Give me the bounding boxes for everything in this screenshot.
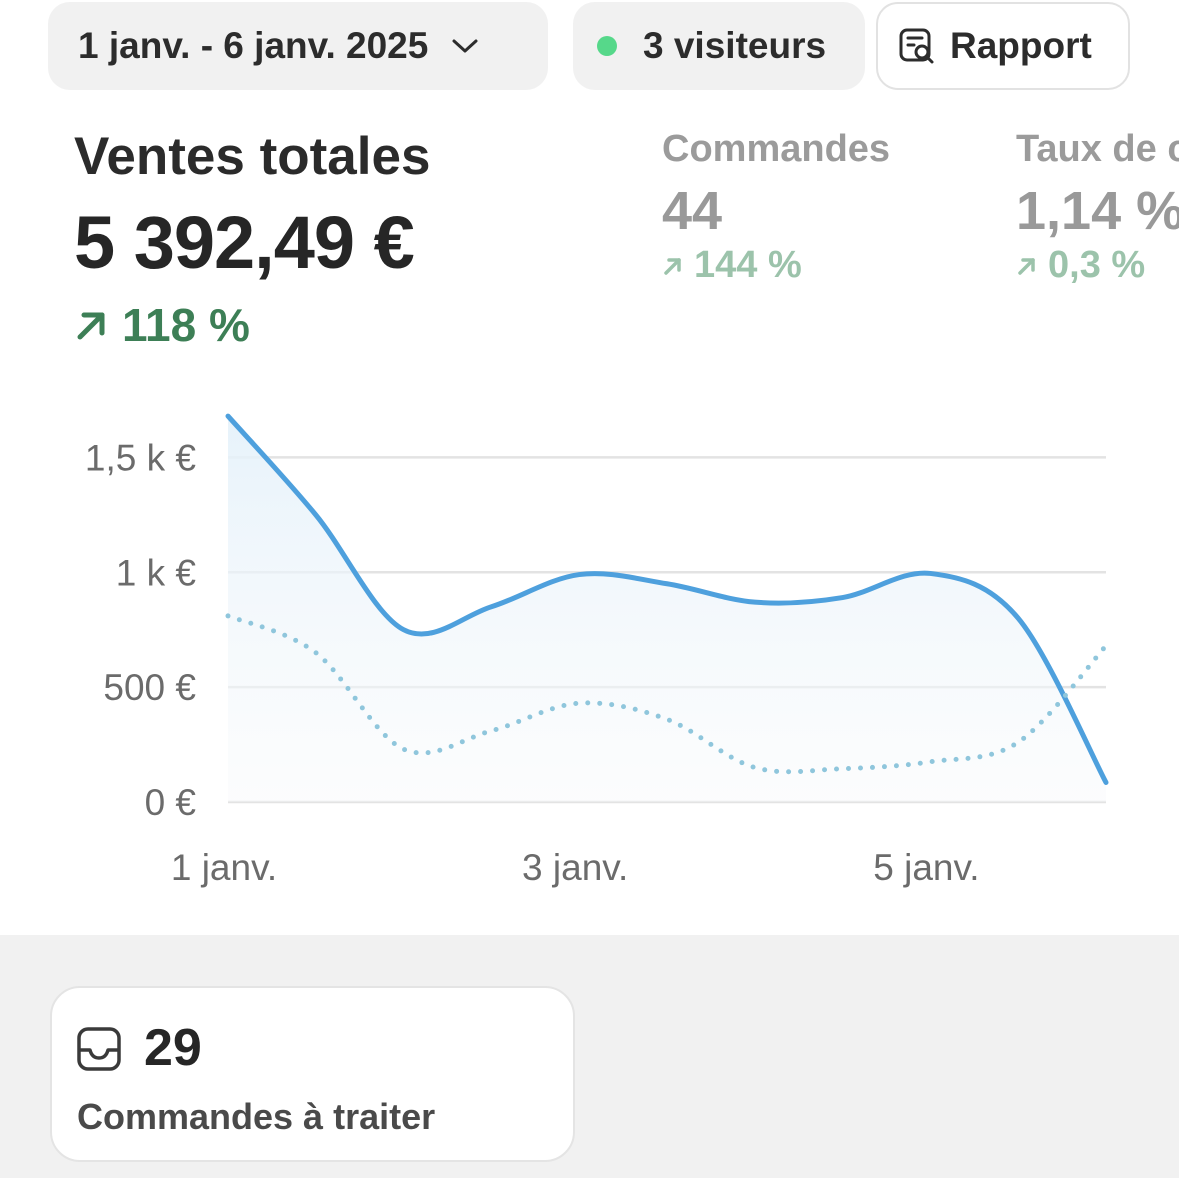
orders-metric-change-value: 144 %	[694, 244, 802, 286]
total-sales-change-value: 118 %	[122, 299, 250, 351]
x-tick-label: 3 janv.	[522, 847, 628, 888]
y-tick-label: 1,5 k €	[85, 437, 196, 478]
live-visitors-badge[interactable]: 3 visiteurs	[573, 2, 865, 90]
visitors-label: 3 visiteurs	[643, 25, 827, 66]
total-sales-value: 5 392,49 €	[74, 201, 415, 284]
arrow-up-right-icon	[1018, 257, 1035, 275]
previous-period-line	[225, 613, 1109, 775]
orders-to-process-card[interactable]: 29 Commandes à traiter	[50, 986, 575, 1162]
report-label: Rapport	[950, 25, 1092, 66]
x-tick-label: 1 janv.	[171, 847, 277, 888]
date-range-label: 1 janv. - 6 janv. 2025	[78, 25, 429, 66]
conversion-metric-label[interactable]: Taux de c	[1016, 128, 1179, 170]
conversion-metric-change-value: 0,3 %	[1048, 244, 1146, 286]
arrow-up-right-icon	[77, 312, 105, 340]
report-button[interactable]: Rapport	[876, 2, 1130, 90]
conversion-metric-change: 0,3 %	[1016, 244, 1145, 287]
orders-to-process-label: Commandes à traiter	[77, 1096, 436, 1137]
orders-to-process-count: 29	[144, 1019, 202, 1077]
sales-line-chart: 0 € 500 € 1 k € 1,5 k € 1 janv. 3 janv. 5 janv…	[85, 413, 1109, 888]
orders-metric-value: 44	[662, 181, 723, 241]
chevron-down-icon	[452, 39, 478, 53]
x-tick-label: 5 janv.	[873, 847, 979, 888]
y-tick-label: 500 €	[103, 667, 196, 708]
current-period-area	[228, 416, 1106, 802]
current-period-line	[225, 413, 1109, 785]
live-status-dot-icon	[597, 36, 617, 56]
inbox-icon	[77, 1027, 121, 1071]
report-search-icon	[899, 28, 934, 64]
orders-metric-change: 144 %	[662, 244, 802, 287]
total-sales-change: 118 %	[74, 298, 250, 352]
arrow-up-right-icon	[664, 257, 681, 275]
date-range-button[interactable]: 1 janv. - 6 janv. 2025	[48, 2, 548, 90]
conversion-metric-value: 1,14 %	[1016, 181, 1179, 241]
y-tick-label: 1 k €	[116, 552, 197, 593]
orders-metric-label[interactable]: Commandes	[662, 128, 891, 170]
total-sales-title: Ventes totales	[74, 127, 431, 186]
y-tick-label: 0 €	[145, 782, 197, 823]
